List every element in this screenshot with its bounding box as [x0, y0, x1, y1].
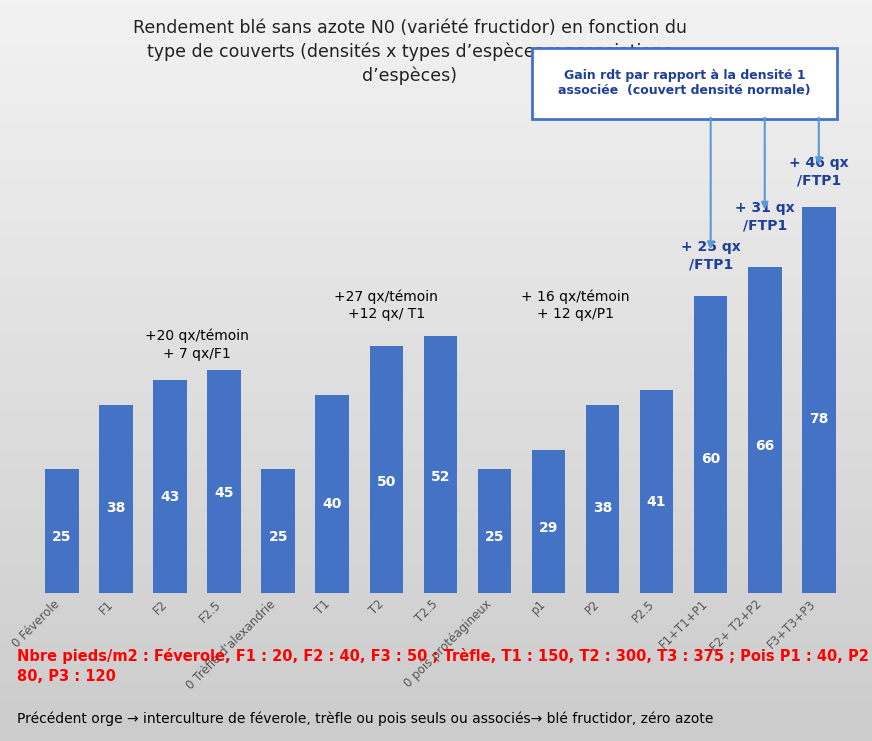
Text: 60: 60 [701, 453, 720, 466]
Text: + 46 qx
/FTP1: + 46 qx /FTP1 [789, 156, 848, 187]
Bar [748, 267, 781, 593]
Text: Gain rdt par rapport à la densité 1
associée  (couvert densité normale): Gain rdt par rapport à la densité 1 asso… [558, 70, 811, 97]
Text: 41: 41 [647, 495, 666, 508]
Bar [640, 391, 673, 593]
Text: + 25 qx
/FTP1: + 25 qx /FTP1 [681, 240, 740, 272]
Text: 25: 25 [52, 531, 72, 544]
Bar [694, 296, 727, 593]
Text: + 16 qx/témoin
+ 12 qx/P1: + 16 qx/témoin + 12 qx/P1 [521, 289, 630, 321]
Bar [208, 370, 241, 593]
Bar [153, 380, 187, 593]
Text: Nbre pieds/m2 : Féverole, F1 : 20, F2 : 40, F3 : 50 ; Trèfle, T1 : 150, T2 : 300: Nbre pieds/m2 : Féverole, F1 : 20, F2 : … [17, 648, 872, 684]
Bar [478, 469, 511, 593]
Text: Précédent orge → interculture de féverole, trèfle ou pois seuls ou associés→ blé: Précédent orge → interculture de féverol… [17, 711, 714, 726]
Bar [99, 405, 133, 593]
Text: 52: 52 [431, 471, 450, 484]
Bar [262, 469, 295, 593]
Text: 50: 50 [377, 475, 396, 488]
Text: 38: 38 [593, 502, 612, 515]
Bar [316, 395, 349, 593]
Text: 78: 78 [809, 413, 828, 426]
Bar [370, 346, 403, 593]
Bar [45, 469, 78, 593]
Text: 40: 40 [323, 497, 342, 511]
Bar [424, 336, 457, 593]
Text: 25: 25 [485, 531, 504, 544]
Bar [802, 207, 835, 593]
Text: +20 qx/témoin
+ 7 qx/F1: +20 qx/témoin + 7 qx/F1 [145, 329, 249, 361]
Text: + 31 qx
/FTP1: + 31 qx /FTP1 [735, 201, 794, 232]
Bar [532, 450, 565, 593]
Text: 38: 38 [106, 502, 126, 515]
Bar [586, 405, 619, 593]
Text: 66: 66 [755, 439, 774, 453]
Text: 43: 43 [160, 491, 180, 504]
Text: 29: 29 [539, 522, 558, 535]
Text: Rendement blé sans azote N0 (variété fructidor) en fonction du
type de couverts : Rendement blé sans azote N0 (variété fru… [133, 19, 687, 85]
Text: +27 qx/témoin
+12 qx/ T1: +27 qx/témoin +12 qx/ T1 [334, 289, 439, 321]
Text: 25: 25 [269, 531, 288, 544]
Text: 45: 45 [215, 486, 234, 499]
